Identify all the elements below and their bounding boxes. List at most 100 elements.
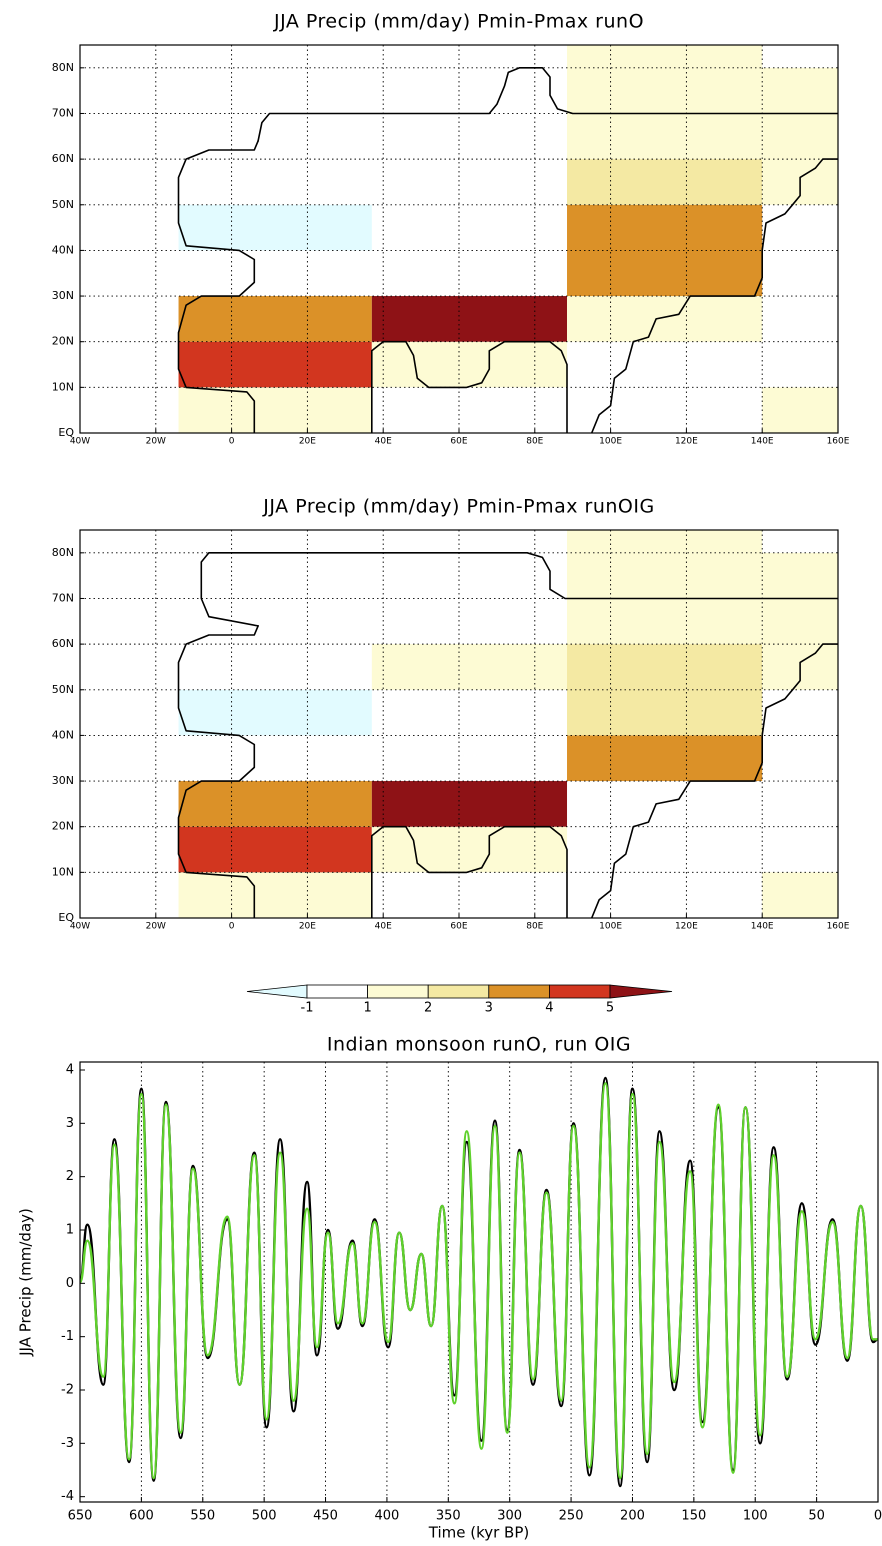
y-tick-label: 10N: [52, 380, 74, 393]
x-tick-label: 250: [559, 1509, 584, 1524]
x-tick-label: 100E: [599, 437, 622, 447]
cell: [762, 552, 838, 690]
x-tick-label: 140E: [751, 922, 774, 932]
coastline: [200, 552, 838, 627]
cell: [371, 341, 568, 388]
plot-frame: [79, 44, 839, 434]
plot-area: [80, 530, 838, 918]
y-tick-label: 60N: [52, 152, 74, 165]
x-tick-label: 20E: [299, 437, 316, 447]
colorbar-box: [549, 984, 611, 999]
cell: [178, 826, 372, 873]
x-tick-label: 0: [229, 437, 235, 447]
coastline: [257, 67, 838, 142]
cell: [178, 296, 372, 342]
cell: [567, 296, 763, 342]
y-tick-label: -4: [61, 1489, 74, 1504]
y-tick-label: 50N: [52, 198, 74, 211]
cell: [567, 735, 763, 782]
x-tick-label: 0: [229, 922, 235, 932]
cell: [567, 204, 763, 297]
colorbar-box: [306, 984, 368, 999]
cell: [567, 530, 763, 645]
x-tick-label: 20W: [146, 922, 166, 932]
x-tick-label: 650: [68, 1509, 93, 1524]
x-tick-label: 350: [436, 1509, 461, 1524]
colorbar-extension: [246, 984, 308, 999]
y-tick-label: 30N: [52, 289, 74, 302]
chart-title: JJA Precip (mm/day) Pmin-Pmax runO: [273, 11, 644, 33]
cell: [178, 689, 372, 736]
plot-frame: [79, 529, 839, 919]
x-tick-label: 600: [129, 1509, 154, 1524]
y-tick-label: 2: [66, 1169, 74, 1184]
x-tick-label: 80E: [526, 437, 543, 447]
y-tick-label: 0: [66, 1276, 74, 1291]
x-tick-label: 300: [497, 1509, 522, 1524]
colorbar-label: 2: [424, 1001, 432, 1016]
x-tick-label: 80E: [526, 922, 543, 932]
y-tick-label: 60N: [52, 637, 74, 650]
x-tick-label: 160E: [827, 437, 850, 447]
x-tick-label: 60E: [450, 922, 467, 932]
colorbar-box: [488, 984, 550, 999]
chart-title: JJA Precip (mm/day) Pmin-Pmax runOIG: [262, 496, 654, 518]
x-axis-label: Time (kyr BP): [428, 1524, 529, 1542]
coastline: [371, 340, 568, 433]
y-tick-label: 30N: [52, 774, 74, 787]
x-tick-label: 160E: [827, 922, 850, 932]
colorbar-label: 4: [545, 1001, 553, 1016]
y-tick-label: 50N: [52, 683, 74, 696]
coastline: [371, 825, 568, 918]
x-tick-label: 40E: [375, 922, 392, 932]
x-tick-label: 550: [190, 1509, 215, 1524]
y-tick-label: 80N: [52, 61, 74, 74]
colorbar-box: [427, 984, 490, 999]
series-line: [80, 1082, 878, 1480]
cell: [178, 872, 372, 918]
x-tick-label: 0: [874, 1509, 882, 1524]
y-tick-label: EQ: [58, 911, 74, 924]
y-tick-label: -3: [61, 1436, 74, 1451]
x-tick-label: 40E: [375, 437, 392, 447]
y-tick-label: 3: [66, 1116, 74, 1131]
coastline: [177, 625, 259, 918]
colorbar-label: 1: [363, 1001, 371, 1016]
x-tick-label: 120E: [675, 922, 698, 932]
y-tick-label: EQ: [58, 426, 74, 439]
cell: [178, 204, 372, 251]
x-tick-label: 20E: [299, 922, 316, 932]
y-tick-label: 10N: [52, 865, 74, 878]
coastline: [177, 140, 259, 433]
colorbar-box: [367, 984, 429, 999]
x-tick-label: 500: [252, 1509, 277, 1524]
y-axis-label: JJA Precip (mm/day): [17, 1208, 35, 1357]
x-tick-label: 450: [313, 1509, 338, 1524]
x-tick-label: 40W: [70, 437, 90, 447]
cell: [371, 644, 568, 690]
y-tick-label: 1: [66, 1223, 74, 1238]
colorbar-label: 3: [485, 1001, 493, 1016]
cell: [178, 387, 372, 433]
cell: [178, 781, 372, 827]
coastline: [590, 643, 838, 918]
cell: [178, 341, 372, 388]
y-tick-label: 70N: [52, 591, 74, 604]
x-tick-label: 60E: [450, 437, 467, 447]
chart-title: Indian monsoon runO, run OIG: [327, 1034, 631, 1056]
plot-frame: [79, 1061, 879, 1503]
x-tick-label: 40W: [70, 922, 90, 932]
y-tick-label: 20N: [52, 820, 74, 833]
cell: [762, 872, 838, 918]
coastline: [590, 158, 838, 433]
cell: [371, 781, 568, 827]
x-tick-label: 100E: [599, 922, 622, 932]
y-tick-label: 40N: [52, 243, 74, 256]
x-tick-label: 140E: [751, 437, 774, 447]
cell: [762, 67, 838, 205]
cell: [567, 45, 763, 160]
x-tick-label: 100: [743, 1509, 768, 1524]
x-tick-label: 20W: [146, 437, 166, 447]
cell: [762, 387, 838, 433]
y-tick-label: 80N: [52, 546, 74, 559]
